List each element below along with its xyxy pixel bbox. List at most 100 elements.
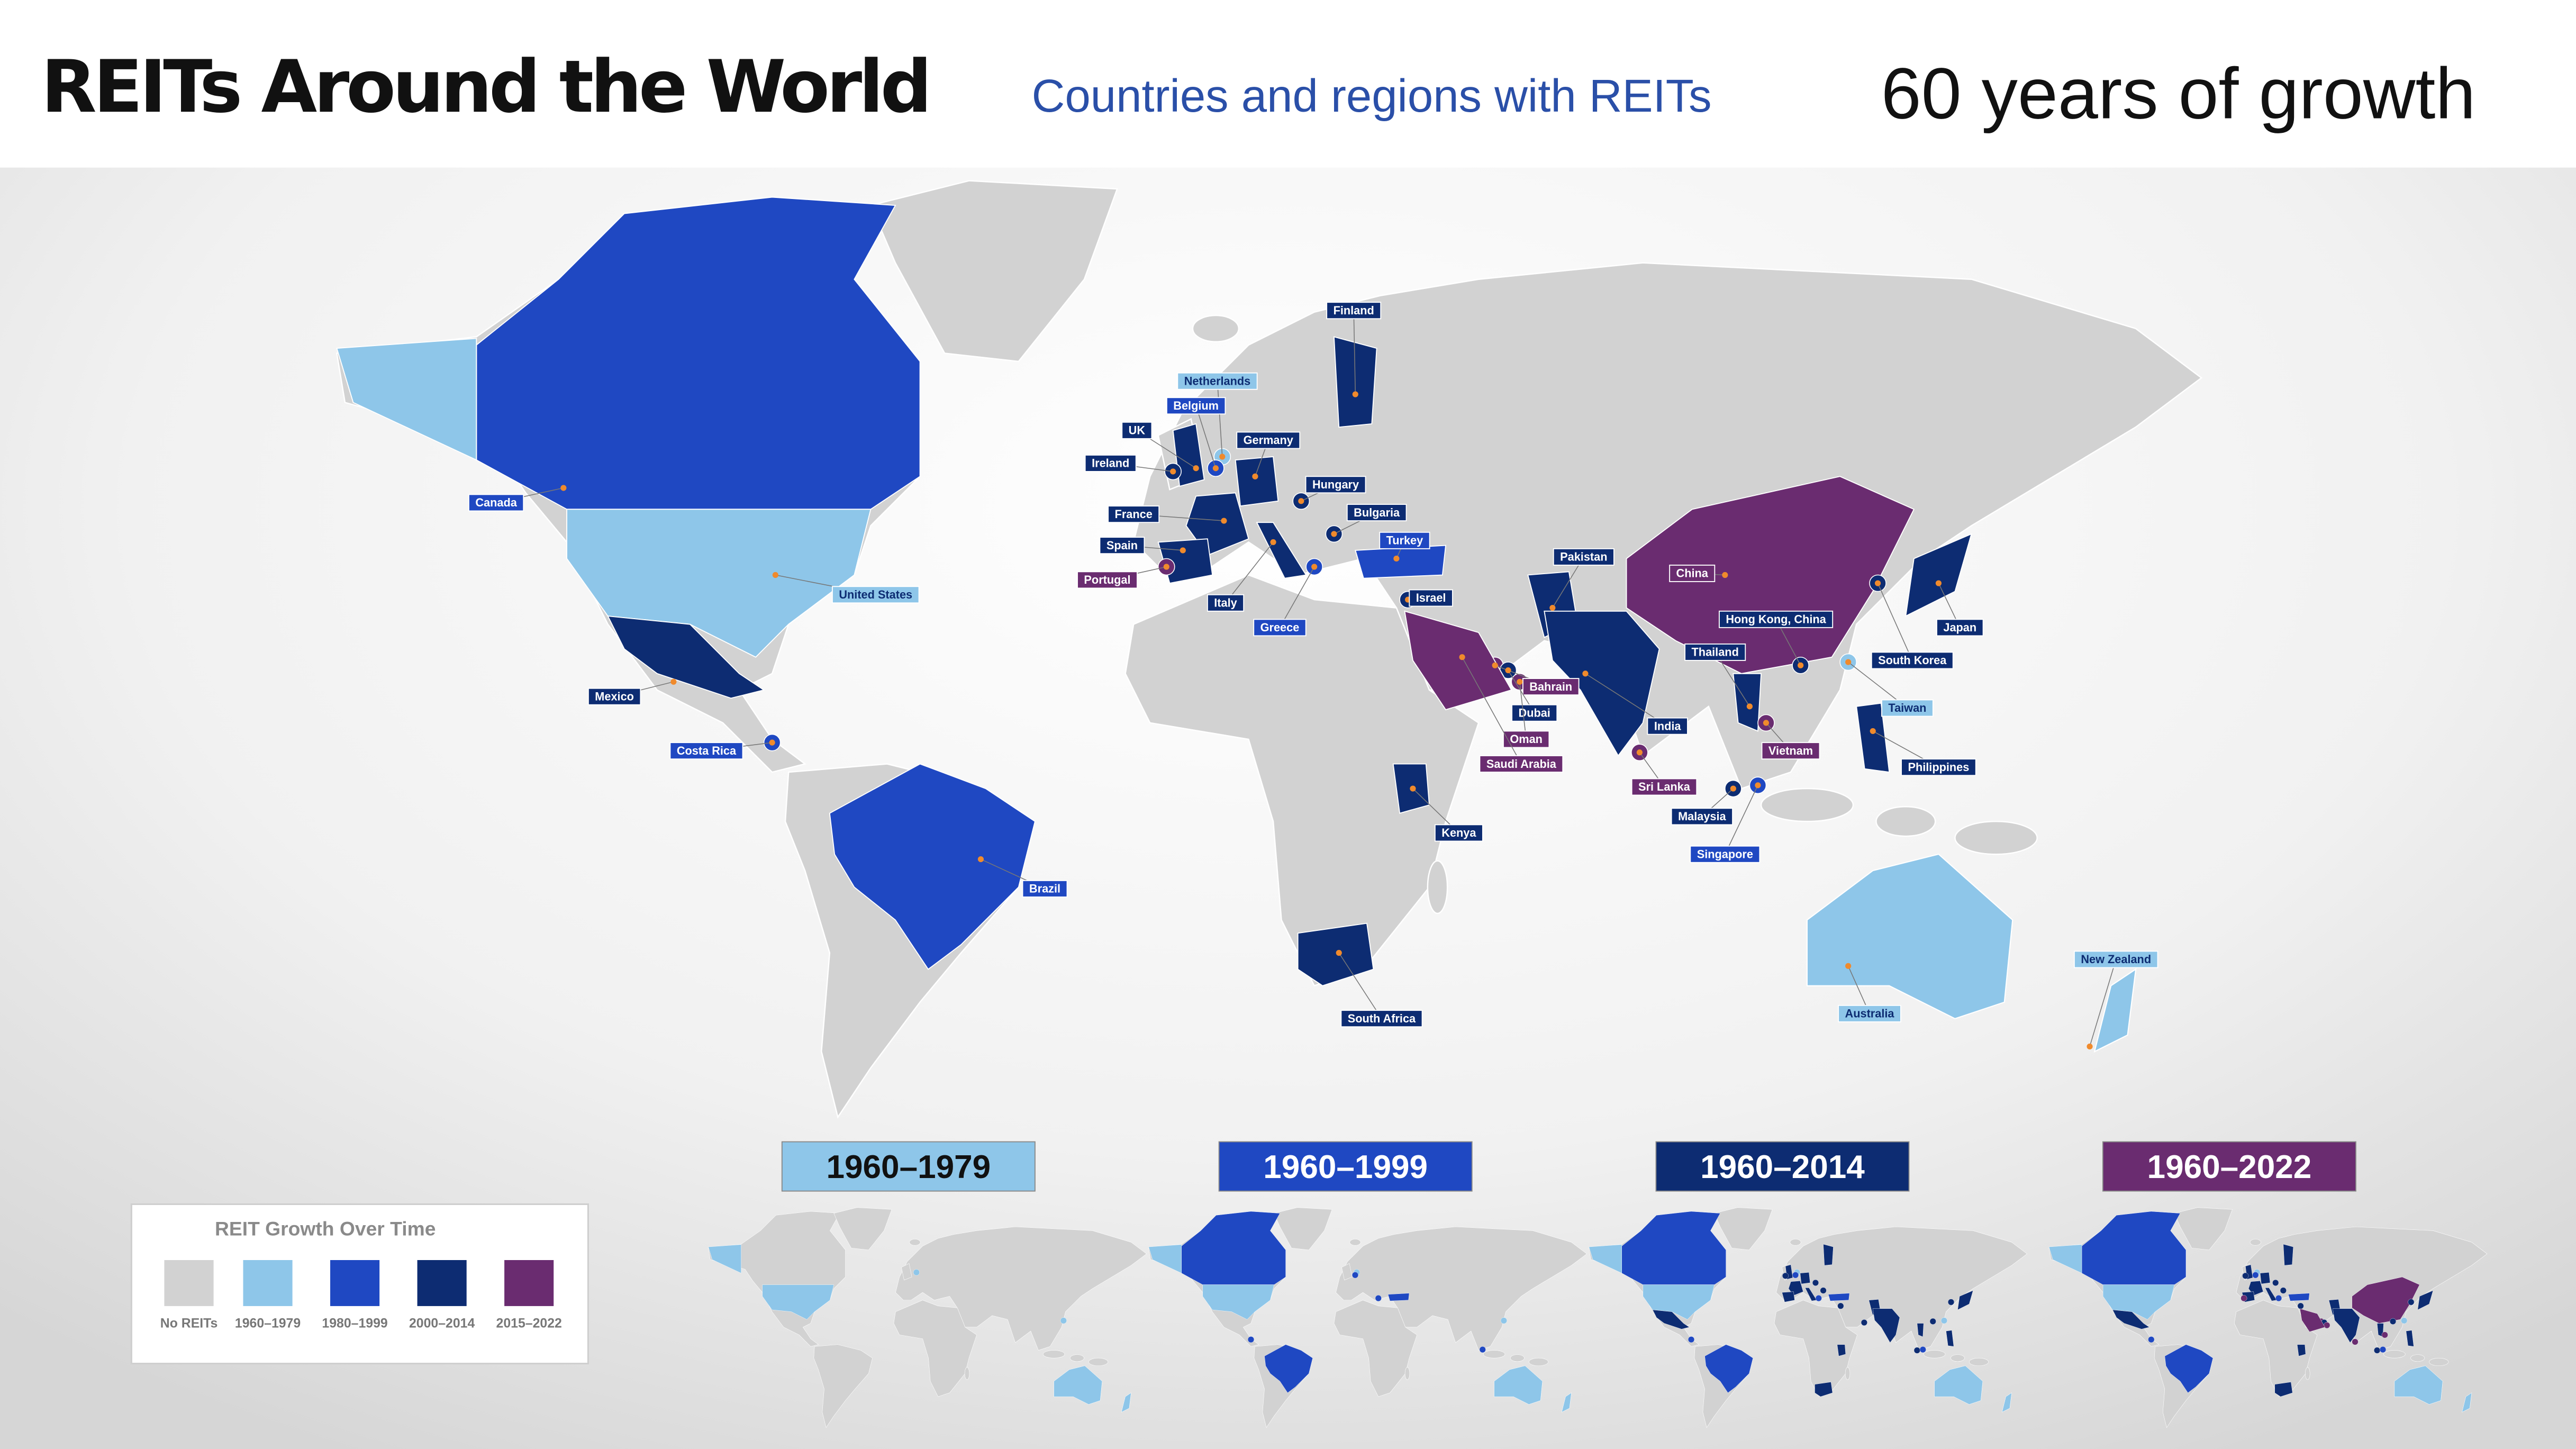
country-shape	[2406, 1330, 2414, 1347]
country-dot	[1746, 703, 1753, 710]
country-shape	[1652, 1309, 1690, 1329]
country-shape	[2297, 1344, 2306, 1356]
label-box	[1177, 372, 1258, 390]
leader-line	[1217, 381, 1223, 457]
label-box	[1099, 537, 1145, 555]
mini-map	[1589, 1207, 2028, 1428]
country-shape	[1264, 1344, 1313, 1393]
country-label: Portugal	[1084, 573, 1130, 586]
label-box	[1326, 302, 1382, 320]
label-box	[1511, 704, 1558, 722]
mini-map	[2048, 1207, 2488, 1428]
label-box	[1166, 397, 1226, 415]
country-label: New Zealand	[2081, 953, 2151, 966]
country-label: Japan	[1943, 621, 1976, 634]
leader-line	[1279, 566, 1315, 628]
country-shape	[2352, 1338, 2359, 1345]
label-box	[1871, 651, 1954, 669]
legend-label: 2000–2014	[409, 1316, 475, 1330]
country-dot	[1505, 667, 1511, 674]
country-shape	[2148, 1336, 2155, 1343]
leader-line	[1195, 405, 1217, 468]
label-box	[1346, 504, 1407, 521]
country-label: Hungary	[1312, 478, 1359, 491]
country-label: Philippines	[1908, 760, 1969, 774]
country-shape	[1181, 1211, 1286, 1285]
country-shape	[1404, 610, 1512, 711]
country-shape	[2401, 1317, 2408, 1324]
country-label: Israel	[1416, 591, 1446, 604]
label-box	[1434, 824, 1483, 842]
country-label: Spain	[1106, 539, 1138, 552]
label-box	[1669, 564, 1716, 582]
country-dot	[1935, 580, 1942, 586]
label-box	[1379, 531, 1430, 549]
label-box	[1690, 845, 1761, 863]
country-label: Finland	[1334, 304, 1374, 317]
country-dot	[977, 856, 984, 863]
country-dot	[1193, 465, 1199, 472]
country-dot	[1352, 391, 1358, 397]
leader-line	[1585, 673, 1668, 727]
label-box	[1121, 421, 1153, 439]
legend-swatch	[504, 1260, 554, 1306]
country-dot	[1393, 555, 1400, 562]
label-box	[1719, 610, 1834, 628]
country-label: Vietnam	[1768, 744, 1813, 757]
tagline: 60 years of growth	[1881, 53, 2476, 134]
country-shape	[2462, 1392, 2472, 1412]
country-dot	[1870, 728, 1876, 735]
country-dot	[1219, 454, 1226, 460]
country-shape	[1247, 1336, 1255, 1343]
country-label: Malaysia	[1678, 810, 1726, 823]
country-dot	[1410, 785, 1416, 792]
country-label: Germany	[1244, 433, 1293, 447]
timeline-label: 1960–1979	[826, 1149, 991, 1185]
country-shape	[1375, 1295, 1382, 1302]
country-shape	[1815, 1382, 1833, 1397]
country-label: Saudi Arabia	[1486, 757, 1557, 771]
country-label: Oman	[1510, 732, 1543, 746]
label-box	[1901, 758, 1976, 776]
country-dot	[1730, 785, 1736, 792]
country-shape	[762, 1284, 835, 1320]
country-label: Belgium	[1173, 399, 1219, 412]
country-shape	[1256, 522, 1307, 579]
country-shape	[2297, 1302, 2304, 1309]
world-map: Canada United States Mexico Costa Rica Brazi…	[336, 180, 2202, 1118]
country-label: Bulgaria	[1354, 506, 1400, 519]
country-label: Netherlands	[1184, 374, 1251, 387]
country-label: United States	[839, 588, 912, 601]
label-box	[1881, 699, 1934, 717]
title: REITs Around the World	[41, 45, 929, 129]
leader-line	[1519, 682, 1527, 740]
country-dot	[772, 572, 778, 578]
leader-line	[2089, 959, 2117, 1047]
country-dot	[1492, 662, 1498, 668]
legend-label: 1980–1999	[322, 1316, 387, 1330]
country-shape	[1782, 1291, 1795, 1302]
country-shape	[2299, 1308, 2325, 1332]
legend-label: 1960–1979	[235, 1316, 301, 1330]
country-shape	[1621, 1211, 1726, 1285]
country-label: Pakistan	[1560, 550, 1607, 564]
legend-swatch	[164, 1260, 214, 1306]
country-shape	[1589, 1244, 1622, 1274]
country-shape	[1917, 1323, 1924, 1337]
country-shape	[2390, 1318, 2397, 1325]
country-dot	[560, 485, 567, 491]
country-label: Canada	[475, 496, 517, 509]
country-shape	[2380, 1346, 2387, 1353]
country-shape	[2102, 1284, 2175, 1320]
country-dot	[769, 739, 775, 746]
country-shape	[1807, 854, 2013, 1019]
country-shape	[1948, 1299, 1955, 1306]
country-shape	[913, 1269, 920, 1276]
country-shape	[1060, 1317, 1067, 1324]
country-dot	[1722, 572, 1728, 578]
leader-line	[1225, 541, 1274, 603]
country-shape	[829, 763, 1036, 970]
country-shape	[336, 338, 477, 461]
country-label: Kenya	[1441, 826, 1476, 839]
country-label: Australia	[1845, 1007, 1895, 1020]
